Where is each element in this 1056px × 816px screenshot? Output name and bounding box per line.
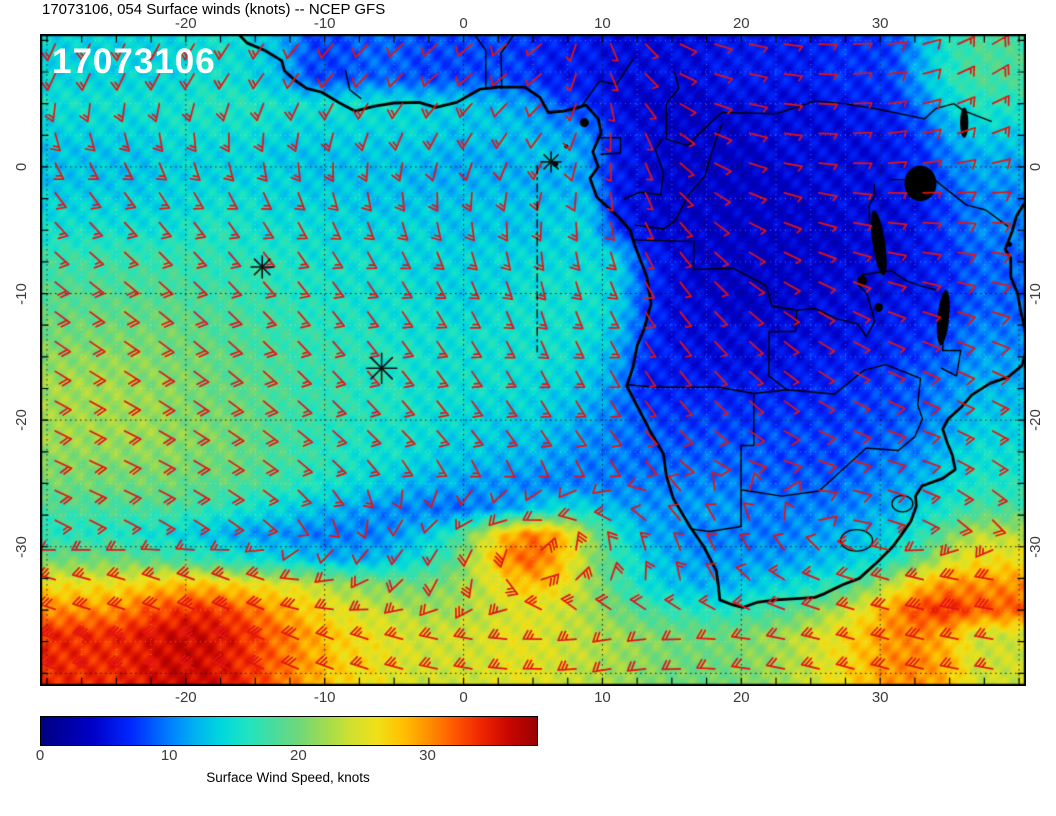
- x-axis-tick-label-bottom: 0: [459, 689, 468, 706]
- y-axis-tick-label-right: -10: [1027, 282, 1044, 305]
- colorbar-tick-label: 0: [35, 747, 45, 764]
- x-axis-tick-label-bottom: -10: [313, 689, 336, 706]
- y-axis-tick-label-left: -10: [13, 282, 30, 305]
- y-axis-tick-label-right: 0: [1027, 162, 1044, 172]
- run-id-label: 17073106: [52, 42, 216, 81]
- colorbar-tick-label: 30: [419, 747, 436, 764]
- y-axis-tick-label-left: 0: [13, 162, 30, 172]
- y-axis-tick-label-left: -20: [13, 409, 30, 431]
- x-axis-tick-label-top: -20: [174, 15, 197, 32]
- y-axis-tick-label-right: -30: [1027, 535, 1044, 558]
- x-axis-tick-label-top: -10: [313, 15, 336, 32]
- y-axis-tick-label-right: -20: [1027, 409, 1044, 431]
- x-axis-tick-label-top: 30: [871, 15, 889, 32]
- colorbar-caption: Surface Wind Speed, knots: [206, 770, 370, 785]
- x-axis-tick-label-top: 20: [732, 15, 750, 32]
- x-axis-tick-label-bottom: -20: [174, 689, 197, 706]
- x-axis-tick-label-bottom: 20: [732, 689, 750, 706]
- x-axis-tick-label-bottom: 10: [594, 689, 611, 706]
- y-axis-tick-label-left: -30: [13, 535, 30, 558]
- colorbar-gradient: [40, 716, 538, 746]
- x-axis-tick-label-top: 10: [594, 15, 611, 32]
- colorbar-tick-label: 10: [160, 747, 178, 764]
- plot-title: 17073106, 054 Surface winds (knots) -- N…: [42, 1, 386, 18]
- x-axis-tick-label-bottom: 30: [871, 689, 889, 706]
- x-axis-tick-label-top: 0: [459, 15, 468, 32]
- colorbar-tick-label: 20: [289, 747, 307, 764]
- map-canvas: [40, 34, 1026, 686]
